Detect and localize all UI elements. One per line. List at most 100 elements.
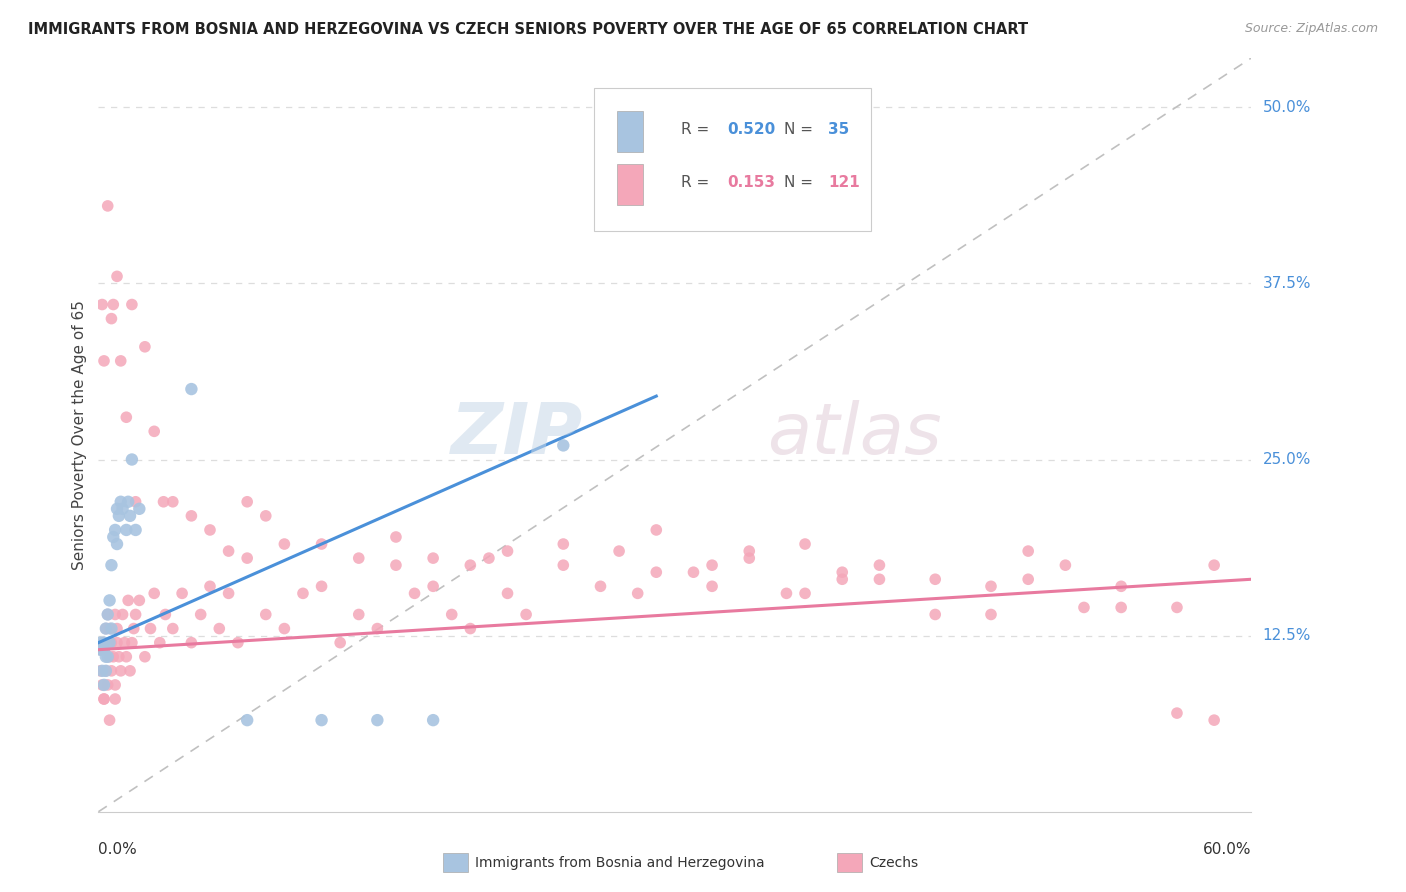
Point <box>162 622 184 636</box>
Text: 60.0%: 60.0% <box>1204 842 1251 857</box>
Point <box>329 635 352 649</box>
Point <box>143 586 166 600</box>
Point <box>868 558 890 573</box>
Point <box>347 551 370 566</box>
Point <box>162 495 184 509</box>
Point <box>226 635 249 649</box>
Point <box>385 530 408 544</box>
Point <box>98 649 121 664</box>
Point <box>93 354 115 368</box>
Point <box>98 635 121 649</box>
Point <box>104 523 127 537</box>
Point <box>115 523 138 537</box>
Point <box>700 558 723 573</box>
Point <box>118 664 141 678</box>
Text: 12.5%: 12.5% <box>1263 628 1310 643</box>
Point <box>404 586 426 600</box>
Point <box>97 649 120 664</box>
Point <box>422 713 444 727</box>
Point <box>103 649 125 664</box>
Y-axis label: Seniors Poverty Over the Age of 65: Seniors Poverty Over the Age of 65 <box>72 300 87 570</box>
Point <box>105 501 128 516</box>
Point <box>1073 600 1095 615</box>
Text: 0.0%: 0.0% <box>98 842 138 857</box>
Point <box>868 572 890 586</box>
Point <box>91 678 114 692</box>
Point <box>93 692 115 706</box>
Point <box>124 523 146 537</box>
Point <box>97 607 120 622</box>
Point <box>980 607 1002 622</box>
Point <box>91 664 114 678</box>
Point <box>89 635 111 649</box>
Point <box>117 495 139 509</box>
Point <box>1204 713 1226 727</box>
Point <box>143 425 166 439</box>
Bar <box>617 163 643 205</box>
Point <box>93 692 115 706</box>
Point <box>103 530 125 544</box>
Point <box>496 586 519 600</box>
Point <box>980 579 1002 593</box>
Point <box>117 593 139 607</box>
Point <box>218 544 240 558</box>
Point <box>1017 544 1039 558</box>
Point <box>94 664 117 678</box>
Point <box>924 572 946 586</box>
Point <box>198 579 221 593</box>
Point <box>831 565 853 579</box>
Point <box>208 622 231 636</box>
Point <box>93 635 115 649</box>
Point <box>155 607 177 622</box>
Point <box>105 635 128 649</box>
Point <box>94 622 117 636</box>
Point <box>91 642 114 657</box>
Text: 50.0%: 50.0% <box>1263 100 1310 115</box>
Point <box>110 354 132 368</box>
Point <box>180 508 202 523</box>
Point <box>103 297 125 311</box>
Point <box>149 635 172 649</box>
Point <box>218 586 240 600</box>
Text: 0.520: 0.520 <box>727 122 775 137</box>
Point <box>311 537 333 551</box>
Point <box>553 537 575 551</box>
Point <box>236 713 259 727</box>
Point <box>111 607 134 622</box>
Text: R =: R = <box>681 175 714 190</box>
Point <box>700 579 723 593</box>
Point <box>422 579 444 593</box>
Point <box>794 586 817 600</box>
Point <box>91 642 114 657</box>
Point <box>236 495 259 509</box>
Point <box>97 199 120 213</box>
Point <box>366 713 388 727</box>
Point <box>254 508 277 523</box>
Point <box>738 551 761 566</box>
Point <box>311 713 333 727</box>
Point <box>121 452 143 467</box>
Point <box>190 607 212 622</box>
Point <box>115 649 138 664</box>
Point <box>110 664 132 678</box>
Text: 121: 121 <box>828 175 860 190</box>
Point <box>93 642 115 657</box>
Point <box>1109 579 1132 593</box>
Point <box>794 537 817 551</box>
Point <box>110 495 132 509</box>
Point <box>114 635 136 649</box>
Point <box>100 622 122 636</box>
Point <box>100 664 122 678</box>
Point <box>91 297 114 311</box>
Point <box>118 508 141 523</box>
Point <box>738 544 761 558</box>
Point <box>122 622 145 636</box>
Point <box>366 622 388 636</box>
Point <box>311 579 333 593</box>
Point <box>385 558 408 573</box>
Point <box>108 649 131 664</box>
Point <box>89 642 111 657</box>
Text: 0.153: 0.153 <box>727 175 775 190</box>
Point <box>105 622 128 636</box>
Point <box>180 382 202 396</box>
